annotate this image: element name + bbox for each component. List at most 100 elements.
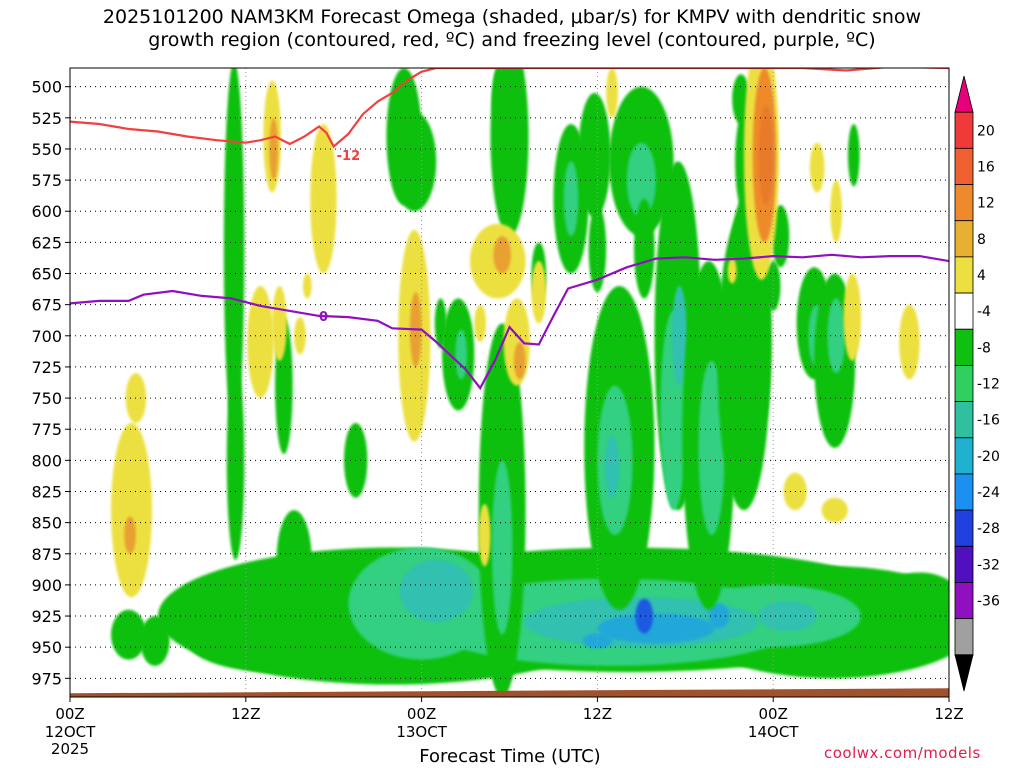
contour-line-0 <box>70 68 949 149</box>
omega-region-83 <box>899 304 920 380</box>
y-tick-label-875: 875 <box>31 545 62 564</box>
omega-region-42 <box>626 142 656 218</box>
colorbar-swatch-4 <box>954 220 974 258</box>
omega-region-87 <box>302 273 312 299</box>
omega-region-36 <box>490 68 529 237</box>
y-tick-label-775: 775 <box>31 420 62 439</box>
colorbar-swatch-3 <box>954 184 974 222</box>
site-watermark[interactable]: coolwx.com/models <box>824 744 981 762</box>
x-tick-label-5: 12Z <box>934 705 963 723</box>
omega-region-80 <box>809 142 825 193</box>
colorbar-swatch-15 <box>954 618 974 656</box>
omega-region-59 <box>111 422 153 598</box>
omega-region-52 <box>765 261 781 311</box>
omega-region-73 <box>531 261 547 324</box>
colorbar-swatch-12 <box>954 509 974 547</box>
terrain-fill <box>70 688 949 697</box>
y-tick-label-950: 950 <box>31 638 62 657</box>
colorbar-label-4: 4 <box>977 268 986 284</box>
chart-title-line-1: 2025101200 NAM3KM Forecast Omega (shaded… <box>102 6 922 28</box>
omega-region-86 <box>727 258 737 284</box>
omega-region-35 <box>392 111 437 212</box>
y-tick-label-700: 700 <box>31 327 62 346</box>
colorbar-label-9: -20 <box>977 449 1000 465</box>
colorbar-label-1: 16 <box>977 159 995 175</box>
omega-region-56 <box>276 510 312 610</box>
colorbar-label-3: 8 <box>977 232 986 248</box>
contour-label-0: -12 <box>337 149 361 164</box>
omega-region-81 <box>830 180 843 243</box>
omega-region-39 <box>563 161 579 237</box>
omega-region-70 <box>493 236 511 274</box>
x-tick-date-0: 12OCT <box>45 723 96 741</box>
chart-title-line-2: growth region (contoured, red, ºC) and f… <box>148 29 876 51</box>
omega-region-13 <box>635 598 654 634</box>
omega-region-72 <box>513 342 526 380</box>
y-tick-label-925: 925 <box>31 607 62 626</box>
y-tick-label-750: 750 <box>31 389 62 408</box>
y-tick-label-800: 800 <box>31 451 62 470</box>
y-tick-label-650: 650 <box>31 265 62 284</box>
omega-region-23 <box>672 285 687 386</box>
omega-shading <box>111 68 949 697</box>
colorbar: 20 16 12 8 4 -4 -8 -12 -16 -20 -24 -28 -32 -36 <box>954 75 1000 692</box>
omega-region-14 <box>708 603 730 629</box>
omega-region-40 <box>578 92 611 218</box>
y-tick-label-550: 550 <box>31 140 62 159</box>
terrain <box>70 688 949 697</box>
omega-region-20 <box>604 435 620 498</box>
x-tick-date-4: 14OCT <box>748 723 799 741</box>
colorbar-label-0: 20 <box>977 123 995 139</box>
gridlines <box>70 68 949 697</box>
colorbar-label-5: -4 <box>977 304 991 320</box>
omega-region-8 <box>875 572 949 635</box>
omega-region-49 <box>455 329 468 380</box>
omega-region-65 <box>269 117 279 181</box>
omega-region-53 <box>434 298 447 349</box>
omega-region-62 <box>247 285 274 399</box>
omega-region-9 <box>399 559 473 623</box>
omega-region-75 <box>474 304 487 343</box>
colorbar-swatch-10 <box>954 437 974 475</box>
omega-region-11 <box>758 601 818 631</box>
temperature-contours: -12 0 <box>70 68 949 391</box>
colorbar-top-arrow <box>954 75 974 113</box>
colorbar-swatch-2 <box>954 147 974 185</box>
omega-region-47 <box>847 124 860 187</box>
omega-region-57 <box>140 616 170 666</box>
colorbar-swatch-5 <box>954 256 974 294</box>
x-tick-label-2: 00Z <box>407 705 436 723</box>
omega-region-37 <box>491 68 507 131</box>
y-axis: 500 525 550 575 600 625 650 675 700 725 750 775 800 8… <box>31 78 70 688</box>
y-tick-label-625: 625 <box>31 233 62 252</box>
colorbar-label-8: -16 <box>977 413 1000 429</box>
omega-region-66 <box>310 124 337 274</box>
omega-region-31 <box>223 68 245 436</box>
colorbar-label-12: -32 <box>977 557 1000 573</box>
colorbar-label-10: -24 <box>977 485 1000 501</box>
omega-region-4 <box>111 609 147 660</box>
colorbar-swatch-14 <box>954 582 974 620</box>
omega-region-60 <box>124 516 136 554</box>
colorbar-swatch-9 <box>954 401 974 439</box>
x-tick-label-4: 00Z <box>759 705 788 723</box>
colorbar-label-11: -28 <box>977 521 1000 537</box>
y-tick-label-500: 500 <box>31 78 62 97</box>
y-tick-label-525: 525 <box>31 109 62 128</box>
y-tick-label-825: 825 <box>31 482 62 501</box>
y-tick-label-575: 575 <box>31 171 62 190</box>
omega-region-76 <box>606 68 618 118</box>
omega-region-30 <box>827 298 845 374</box>
y-tick-label-725: 725 <box>31 358 62 377</box>
omega-region-74 <box>478 503 491 567</box>
x-tick-label-3: 12Z <box>583 705 612 723</box>
omega-region-17 <box>491 460 513 635</box>
x-axis-label: Forecast Time (UTC) <box>419 746 601 767</box>
x-tick-year-0: 2025 <box>51 740 89 758</box>
colorbar-label-13: -36 <box>977 594 1000 610</box>
omega-region-82 <box>843 273 862 361</box>
plot-frame <box>69 67 950 698</box>
y-tick-label-850: 850 <box>31 514 62 533</box>
